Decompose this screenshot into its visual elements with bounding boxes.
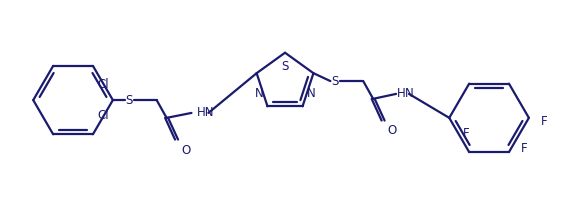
- Text: HN: HN: [197, 106, 214, 119]
- Text: Cl: Cl: [97, 78, 109, 91]
- Text: Cl: Cl: [97, 109, 109, 122]
- Text: F: F: [463, 127, 470, 140]
- Text: N: N: [306, 87, 315, 100]
- Text: O: O: [181, 144, 190, 156]
- Text: H: H: [397, 87, 406, 100]
- Text: F: F: [541, 115, 548, 128]
- Text: S: S: [125, 94, 133, 107]
- Text: F: F: [521, 142, 528, 155]
- Text: N: N: [255, 87, 264, 100]
- Text: N: N: [404, 87, 413, 100]
- Text: O: O: [387, 125, 397, 138]
- Text: S: S: [281, 60, 289, 73]
- Text: S: S: [332, 74, 339, 88]
